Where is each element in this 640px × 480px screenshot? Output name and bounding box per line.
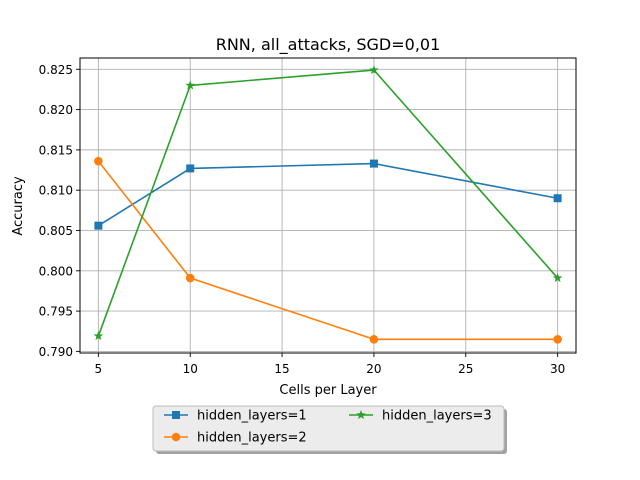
y-tick-label: 0.800 <box>39 264 73 278</box>
legend-item-1: hidden_layers=1 <box>164 409 307 424</box>
chart-title: RNN, all_attacks, SGD=0,01 <box>216 35 441 55</box>
series-2 <box>94 156 562 344</box>
series-2-point <box>369 334 379 344</box>
x-tick-label: 15 <box>274 362 289 376</box>
x-tick-label: 10 <box>183 362 198 376</box>
series-1-point <box>186 164 195 173</box>
series-3-point <box>369 65 379 75</box>
x-tick-label: 30 <box>550 362 565 376</box>
y-tick-label: 0.815 <box>39 143 73 157</box>
legend-items: hidden_layers=1 hidden_layers=2 hidden_lay… <box>164 409 492 446</box>
legend-label: hidden_layers=3 <box>382 409 492 424</box>
y-tick-label: 0.795 <box>39 305 73 319</box>
legend-swatch-marker <box>356 410 366 420</box>
series-1-point <box>94 221 103 230</box>
series-1 <box>94 159 562 230</box>
y-axis-label: Accuracy <box>11 176 26 236</box>
legend-item-3: hidden_layers=3 <box>349 409 492 424</box>
y-tick-label: 0.810 <box>39 184 73 198</box>
legend-swatch-marker <box>172 411 180 419</box>
legend-item-2: hidden_layers=2 <box>164 431 307 446</box>
y-tick-label: 0.790 <box>39 345 73 359</box>
axis-ticks: 5 10 15 20 25 30 0.790 0.795 0.800 0.805 0.810 0.81… <box>39 63 566 376</box>
series-layer <box>93 65 563 344</box>
series-1-point <box>369 159 378 168</box>
grid <box>80 58 576 353</box>
y-tick-label: 0.805 <box>39 224 73 238</box>
legend: hidden_layers=1 hidden_layers=2 hidden_lay… <box>152 405 507 454</box>
legend-label: hidden_layers=2 <box>197 431 307 446</box>
series-3-point <box>93 331 104 341</box>
x-tick-label: 20 <box>366 362 381 376</box>
x-tick-label: 25 <box>458 362 473 376</box>
legend-box <box>152 405 505 452</box>
series-2-point <box>185 273 195 283</box>
series-2-line <box>97 160 558 341</box>
legend-label: hidden_layers=1 <box>197 409 307 424</box>
series-3-line <box>97 69 559 337</box>
series-3-point <box>185 80 195 90</box>
series-2-point <box>94 156 103 166</box>
y-tick-label: 0.820 <box>39 103 73 117</box>
series-3-point <box>552 273 563 283</box>
series-3 <box>93 65 563 341</box>
y-tick-label: 0.825 <box>39 63 73 77</box>
series-1-point <box>553 194 562 203</box>
legend-swatch-marker <box>171 432 181 442</box>
plot-frame <box>79 57 577 354</box>
series-1-line <box>97 162 558 227</box>
series-2-point <box>553 334 562 344</box>
x-axis-label: Cells per Layer <box>279 383 377 398</box>
x-tick-label: 5 <box>95 362 103 376</box>
